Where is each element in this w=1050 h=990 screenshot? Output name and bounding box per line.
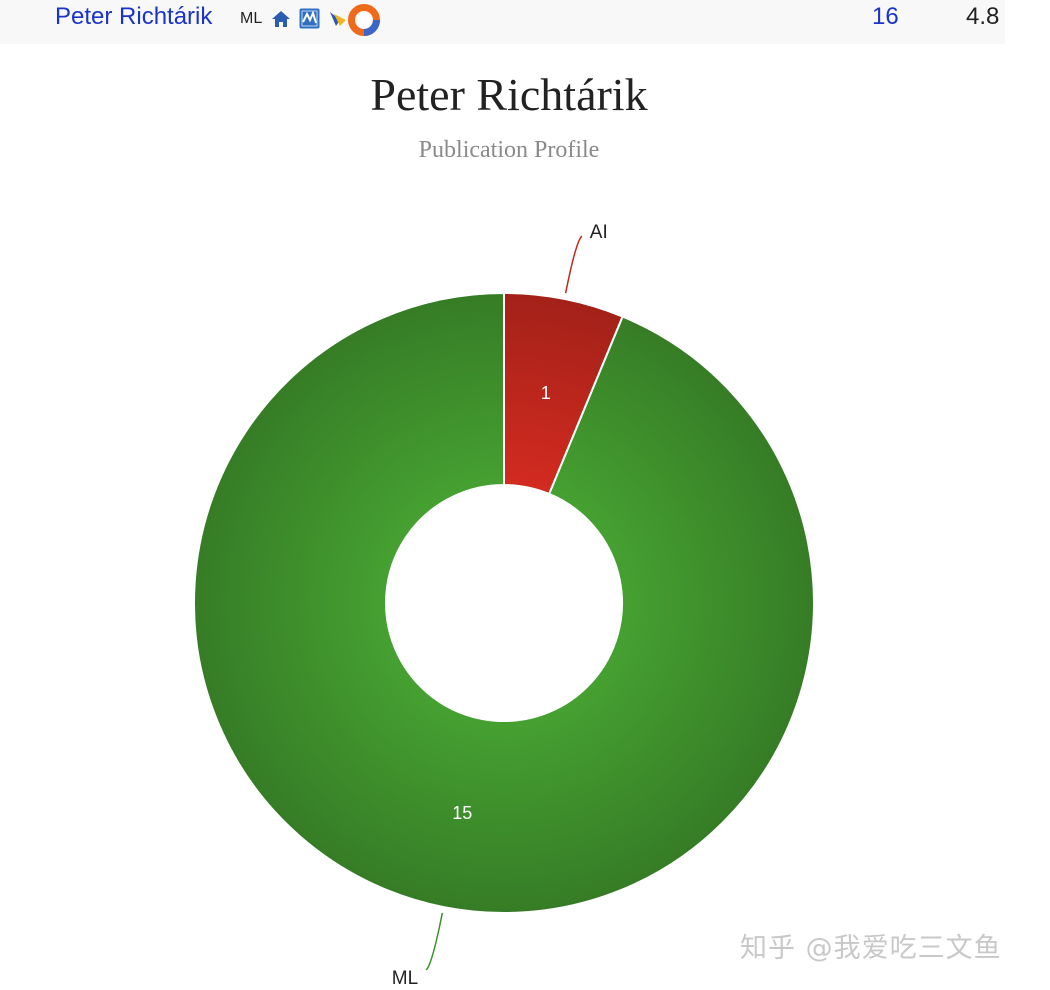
category-label-ai: AI [590, 222, 608, 243]
chart-title: Peter Richtárik [370, 69, 648, 120]
chart-subtitle: Publication Profile [418, 137, 600, 163]
connector-ai [564, 235, 583, 294]
value-label-ml: 15 [452, 803, 472, 823]
area-tag: ML [240, 10, 263, 27]
publication-count-link[interactable]: 16 [872, 3, 899, 30]
orcid-icon[interactable] [347, 3, 381, 42]
home-icon[interactable] [271, 9, 291, 34]
connector-ml [425, 912, 444, 971]
watermark: 知乎 @我爱吃三文鱼 [740, 933, 1002, 964]
category-label-ml: ML [392, 968, 418, 989]
dblp-icon[interactable] [299, 8, 320, 34]
author-row: Peter Richtárik ML 16 4.8 [0, 0, 1005, 44]
scholar-icon[interactable] [328, 10, 348, 33]
score-value: 4.8 [966, 3, 1000, 30]
slice-ml [193, 291, 816, 914]
author-name-link[interactable]: Peter Richtárik [55, 3, 213, 30]
value-label-ai: 1 [541, 383, 551, 403]
